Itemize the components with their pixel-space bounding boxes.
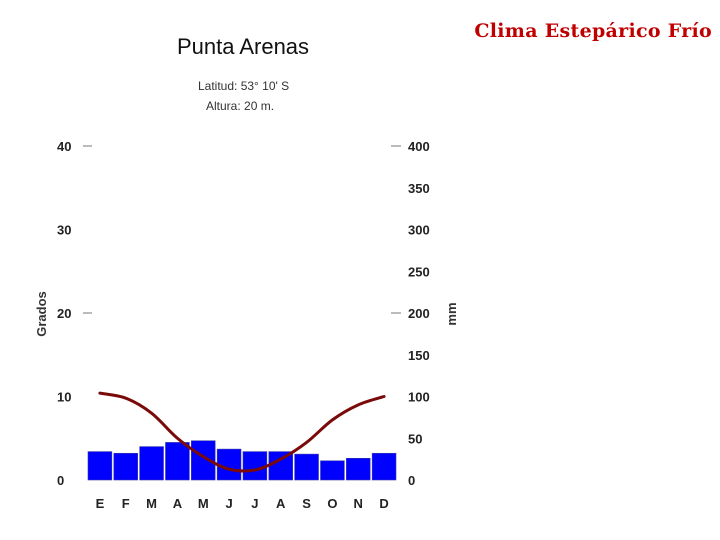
x-tick-label: S (302, 496, 311, 511)
chart-subtitle-latitude: Latitud: 53° 10' S (198, 79, 289, 93)
precip-bar (87, 451, 113, 481)
y-tick-left: 0 (57, 473, 64, 488)
y-axis-label-right: mm (444, 302, 459, 325)
y-tick-right: 300 (408, 223, 430, 238)
y-tick-right: 350 (408, 181, 430, 196)
precip-bar (371, 452, 397, 481)
precip-bar (165, 442, 190, 481)
y-tick-left: 40 (57, 139, 71, 154)
y-tick-right: 400 (408, 139, 430, 154)
temperature-line (98, 391, 386, 473)
x-tick-label: M (198, 496, 209, 511)
y-tick-right: 150 (408, 348, 430, 363)
x-tick-label: J (251, 496, 258, 511)
y-tick-right: 0 (408, 473, 415, 488)
precip-bar (294, 453, 319, 481)
x-tick-label: F (122, 496, 130, 511)
precip-bar (191, 440, 216, 481)
x-tick-label: J (225, 496, 232, 511)
precip-bar (139, 446, 164, 481)
precip-bar (113, 452, 138, 481)
y-tick-right: 100 (408, 390, 430, 405)
y-tick-right: 250 (408, 264, 430, 279)
x-tick-label: O (327, 496, 337, 511)
y-tick-left: 30 (57, 223, 71, 238)
x-tick-label: A (173, 496, 183, 511)
y-axis-label-left: Grados (34, 291, 49, 337)
chart-title: Punta Arenas (177, 34, 309, 59)
x-tick-label: E (96, 496, 105, 511)
y-tick-right: 200 (408, 306, 430, 321)
y-tick-left: 20 (57, 306, 71, 321)
y-tick-left: 10 (57, 390, 71, 405)
x-tick-label: M (146, 496, 157, 511)
y-tick-right: 50 (408, 431, 422, 446)
precip-bar (320, 460, 345, 481)
slide-title: Clima Estepárico Frío (474, 20, 712, 42)
x-tick-label: N (354, 496, 363, 511)
x-tick-label: D (379, 496, 388, 511)
precip-bar (346, 457, 371, 481)
chart-subtitle-altitude: Altura: 20 m. (206, 99, 274, 113)
x-tick-label: A (276, 496, 286, 511)
